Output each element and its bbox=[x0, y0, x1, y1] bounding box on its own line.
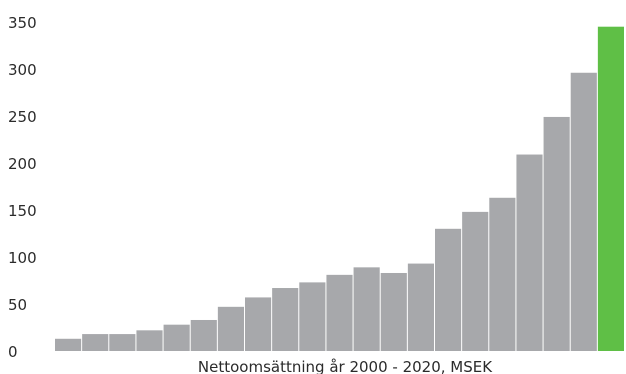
bar-2012 bbox=[380, 272, 407, 351]
y-tick-label: 100 bbox=[8, 249, 37, 267]
bar-2003 bbox=[136, 330, 163, 351]
bar-2010 bbox=[326, 274, 353, 351]
y-tick-label: 0 bbox=[8, 343, 18, 361]
bar-2007 bbox=[245, 297, 272, 351]
bar-2001 bbox=[82, 334, 109, 351]
bar-2015 bbox=[462, 211, 489, 351]
y-tick-label: 50 bbox=[8, 296, 27, 314]
bar-2019 bbox=[570, 72, 597, 351]
bar-2005 bbox=[190, 319, 217, 351]
bar-2016 bbox=[489, 197, 516, 351]
y-tick-label: 250 bbox=[8, 108, 37, 126]
bar-2008 bbox=[272, 288, 299, 351]
bar-2009 bbox=[299, 282, 326, 351]
bar-2000 bbox=[55, 338, 82, 351]
x-axis-label: Nettoomsättning år 2000 - 2020, MSEK bbox=[198, 358, 493, 374]
y-tick-label: 350 bbox=[8, 14, 37, 32]
y-tick-label: 150 bbox=[8, 202, 37, 220]
y-axis-tick-labels: 0 50 100 150 200 250 300 350 bbox=[8, 14, 37, 361]
bar-2004 bbox=[163, 324, 190, 351]
bars-group bbox=[55, 26, 624, 351]
bar-2002 bbox=[109, 334, 136, 351]
bar-2017 bbox=[516, 154, 543, 351]
bar-2006 bbox=[217, 306, 244, 351]
bar-2014 bbox=[435, 228, 462, 351]
y-tick-label: 200 bbox=[8, 155, 37, 173]
bar-2011 bbox=[353, 267, 380, 351]
bar-2018 bbox=[543, 116, 570, 351]
bar-2013 bbox=[407, 263, 434, 351]
y-tick-label: 300 bbox=[8, 61, 37, 79]
bar-2020 bbox=[597, 26, 624, 351]
